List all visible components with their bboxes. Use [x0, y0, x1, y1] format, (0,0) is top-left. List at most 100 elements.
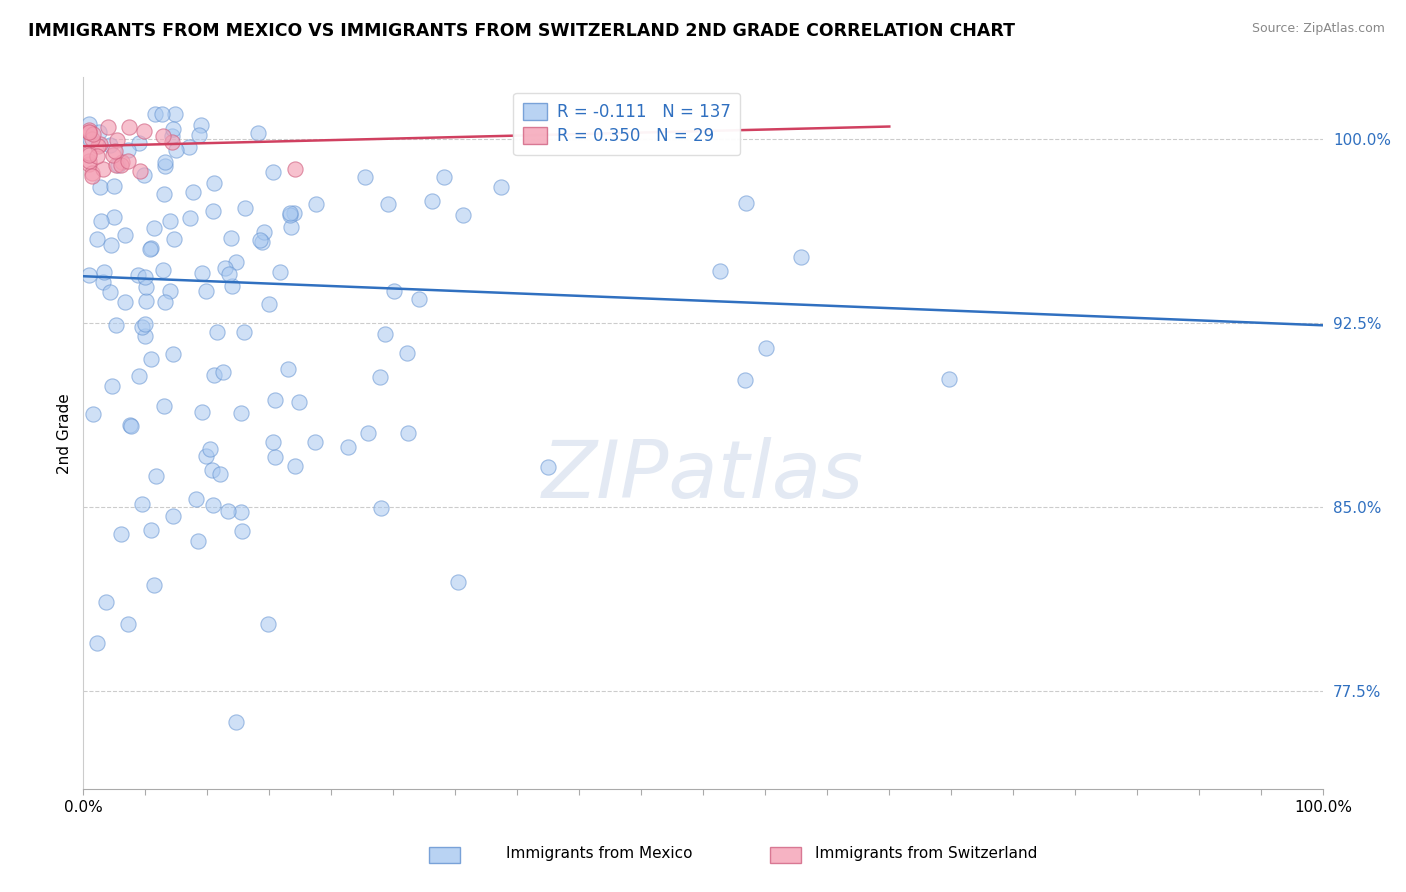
- Point: [117, 153, 139, 168]
- Point: [91, 162, 114, 177]
- Point: [105, 158, 128, 172]
- Point: [188, 128, 211, 142]
- Point: [86, 636, 108, 650]
- Point: [117, 143, 139, 157]
- Point: [128, 368, 150, 383]
- Point: [194, 285, 217, 299]
- Point: [110, 158, 132, 172]
- Point: [163, 232, 186, 246]
- Point: [396, 426, 419, 441]
- Point: [231, 524, 253, 538]
- Point: [790, 250, 813, 264]
- Point: [184, 492, 207, 507]
- Point: [218, 268, 240, 282]
- Point: [153, 399, 176, 413]
- Point: [86, 149, 108, 163]
- Point: [262, 434, 284, 449]
- Point: [135, 279, 157, 293]
- Point: [127, 268, 149, 283]
- Point: [396, 345, 419, 359]
- Point: [134, 270, 156, 285]
- Point: [278, 208, 301, 222]
- Point: [80, 169, 103, 183]
- Point: [118, 417, 141, 432]
- Point: [280, 220, 302, 235]
- Point: [201, 203, 224, 218]
- Point: [79, 117, 101, 131]
- Point: [139, 352, 162, 367]
- Point: [104, 318, 127, 333]
- Point: [153, 294, 176, 309]
- Point: [190, 118, 212, 132]
- Point: [117, 617, 139, 632]
- Point: [128, 164, 150, 178]
- Point: [179, 211, 201, 225]
- Point: [217, 504, 239, 518]
- Point: [79, 154, 101, 169]
- Point: [79, 125, 101, 139]
- Point: [120, 418, 142, 433]
- Point: [93, 265, 115, 279]
- Point: [221, 279, 243, 293]
- Point: [288, 395, 311, 409]
- Point: [86, 232, 108, 246]
- Point: [190, 266, 212, 280]
- Point: [755, 341, 778, 355]
- Point: [132, 168, 155, 182]
- Point: [143, 107, 166, 121]
- Point: [79, 125, 101, 139]
- Text: Immigrants from Switzerland: Immigrants from Switzerland: [815, 846, 1038, 861]
- Point: [103, 210, 125, 224]
- Point: [134, 328, 156, 343]
- Point: [150, 107, 173, 121]
- Point: [246, 126, 269, 140]
- Point: [114, 227, 136, 242]
- Point: [305, 197, 328, 211]
- Point: [370, 501, 392, 516]
- Point: [284, 458, 307, 473]
- Point: [153, 160, 176, 174]
- Point: [80, 166, 103, 180]
- Point: [229, 406, 252, 420]
- Point: [408, 292, 430, 306]
- Point: [98, 137, 121, 152]
- Point: [79, 157, 101, 171]
- Point: [152, 128, 174, 143]
- Point: [235, 201, 257, 215]
- Point: [938, 371, 960, 385]
- Point: [107, 158, 129, 172]
- Point: [224, 254, 246, 268]
- Point: [735, 195, 758, 210]
- Point: [128, 136, 150, 150]
- Point: [277, 362, 299, 376]
- Point: [159, 214, 181, 228]
- Point: [259, 296, 281, 310]
- Point: [253, 225, 276, 239]
- Point: [143, 578, 166, 592]
- Point: [209, 467, 232, 481]
- Point: [96, 120, 118, 134]
- Point: [160, 136, 183, 150]
- Point: [135, 294, 157, 309]
- Point: [211, 366, 233, 380]
- Point: [110, 526, 132, 541]
- Point: [256, 616, 278, 631]
- Point: [91, 276, 114, 290]
- Point: [200, 442, 222, 457]
- Text: IMMIGRANTS FROM MEXICO VS IMMIGRANTS FROM SWITZERLAND 2ND GRADE CORRELATION CHAR: IMMIGRANTS FROM MEXICO VS IMMIGRANTS FRO…: [28, 22, 1015, 40]
- Point: [131, 319, 153, 334]
- Point: [382, 284, 405, 298]
- Point: [89, 136, 111, 151]
- Point: [152, 263, 174, 277]
- Point: [264, 392, 287, 407]
- Point: [79, 146, 101, 161]
- Point: [202, 498, 225, 512]
- Point: [370, 369, 392, 384]
- Point: [219, 231, 242, 245]
- Point: [114, 295, 136, 310]
- Point: [233, 326, 256, 340]
- Point: [79, 132, 101, 146]
- Point: [94, 595, 117, 609]
- Point: [433, 170, 456, 185]
- Point: [709, 264, 731, 278]
